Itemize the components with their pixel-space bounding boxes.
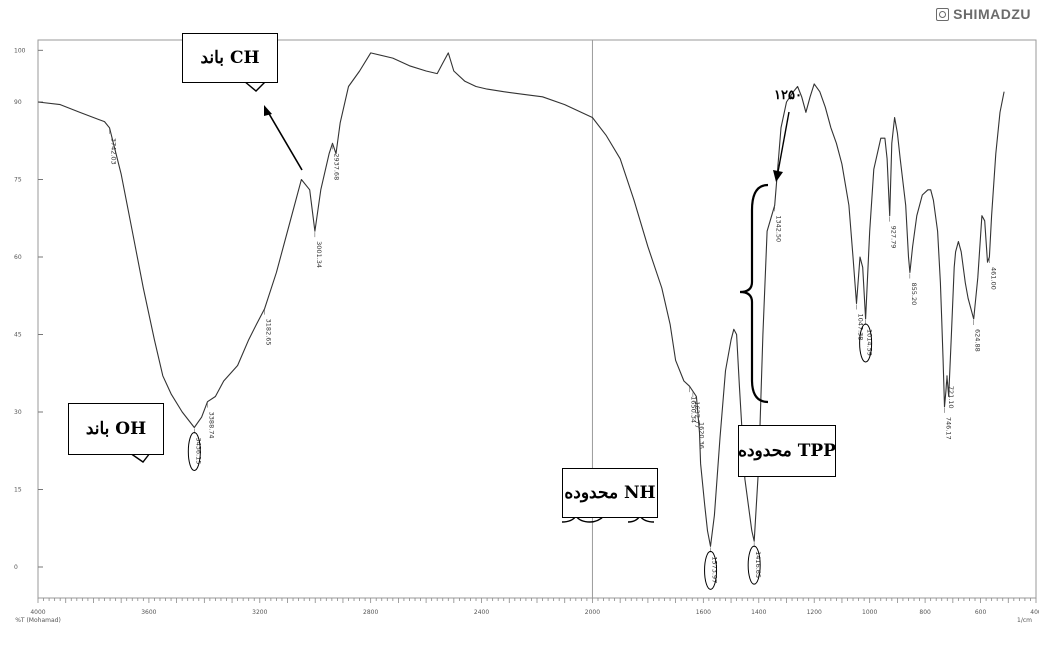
transmittance-line — [37, 52, 1005, 547]
plot-frame — [37, 39, 1037, 599]
peak-circle — [187, 432, 201, 471]
axis-ticks: 100 90 75 60 45 30 15 0 4000 3600 3200 2800 2400 2000… — [14, 47, 1039, 624]
peak-label: 1014.59 — [866, 329, 874, 356]
x-axis-unit: 1/cm — [1017, 617, 1032, 624]
peak-label: 1047.38 — [857, 314, 865, 341]
peak-circle — [747, 545, 761, 585]
x-tick-label: 4000 — [30, 609, 45, 616]
peak-label: 3742.03 — [110, 138, 118, 165]
ch-arrow-head — [264, 105, 272, 116]
x-tick-label: 2800 — [363, 609, 378, 616]
oh-callout-tail — [129, 452, 151, 463]
peak-label: 1573.97 — [711, 556, 719, 583]
peak-label: 3182.65 — [265, 319, 273, 346]
marker-1250-arrow — [777, 111, 790, 173]
x-tick-label: 2000 — [585, 609, 600, 616]
y-tick-label: 0 — [14, 564, 18, 571]
oh-band-callout: باند OH — [68, 403, 164, 455]
peak-label: 721.10 — [947, 386, 955, 409]
peak-label: 1650.34 — [689, 396, 697, 423]
peak-label: 3001.34 — [315, 241, 323, 268]
annotation-graphics — [129, 80, 790, 523]
y-tick-label: 60 — [14, 254, 22, 261]
x-tick-label: 1200 — [807, 609, 822, 616]
peak-label: 461.00 — [989, 267, 997, 290]
x-tick-label: 1600 — [696, 609, 711, 616]
series-layer — [37, 52, 1005, 547]
tpp-region-callout: محدوده TPP — [738, 425, 836, 477]
peak-label: 746.17 — [944, 417, 952, 440]
nh-brace-left — [561, 514, 605, 523]
peak-label: 1620.36 — [698, 422, 706, 449]
wavenumber-1250-marker: ۱۲۵۰ — [774, 88, 802, 103]
ch-callout-tail — [243, 80, 267, 92]
y-tick-label: 30 — [14, 409, 22, 416]
ch-arrow — [267, 111, 303, 171]
brand-name: SHIMADZU — [953, 6, 1031, 22]
peak-label: 927.79 — [890, 226, 898, 249]
peak-circle — [704, 550, 718, 590]
peak-label: 3436.15 — [194, 438, 202, 465]
marker-1250-arrow-head — [773, 170, 783, 182]
ch-band-callout: باند CH — [182, 33, 278, 83]
y-tick-label: 100 — [14, 47, 26, 54]
x-tick-label: 1000 — [862, 609, 877, 616]
peak-circle — [859, 323, 873, 363]
x-tick-label: 800 — [919, 609, 931, 616]
peak-label: 1416.65 — [754, 551, 762, 578]
peak-label: 1342.50 — [775, 215, 783, 242]
x-tick-label: 1400 — [751, 609, 766, 616]
y-tick-label: 45 — [14, 332, 22, 339]
y-tick-label: 75 — [14, 177, 22, 184]
peak-label: 855.20 — [910, 283, 918, 306]
x-tick-label: 2400 — [474, 609, 489, 616]
chart-frame — [37, 39, 1037, 599]
peak-label: 1637.77 — [693, 401, 701, 428]
axis-caption: %T (Mohamad) — [15, 617, 61, 624]
peak-label: 624.88 — [974, 329, 982, 352]
x-tick-label: 400 — [1030, 609, 1039, 616]
y-tick-label: 90 — [14, 99, 22, 106]
nh-region-callout: محدوده NH — [562, 468, 658, 518]
x-tick-label: 600 — [975, 609, 987, 616]
x-tick-label: 3200 — [252, 609, 267, 616]
peak-label: 3388.74 — [207, 412, 215, 439]
x-tick-label: 3600 — [141, 609, 156, 616]
peak-labels: 3742.03 3436.15 3388.74 3182.65 3001.34 2937.… — [109, 128, 997, 590]
y-tick-label: 15 — [14, 487, 22, 494]
peak-label: 2937.68 — [332, 153, 340, 180]
tpp-region-brace — [739, 183, 769, 404]
shimadzu-logo-icon — [936, 7, 950, 21]
shimadzu-logo: SHIMADZU — [936, 6, 1031, 22]
